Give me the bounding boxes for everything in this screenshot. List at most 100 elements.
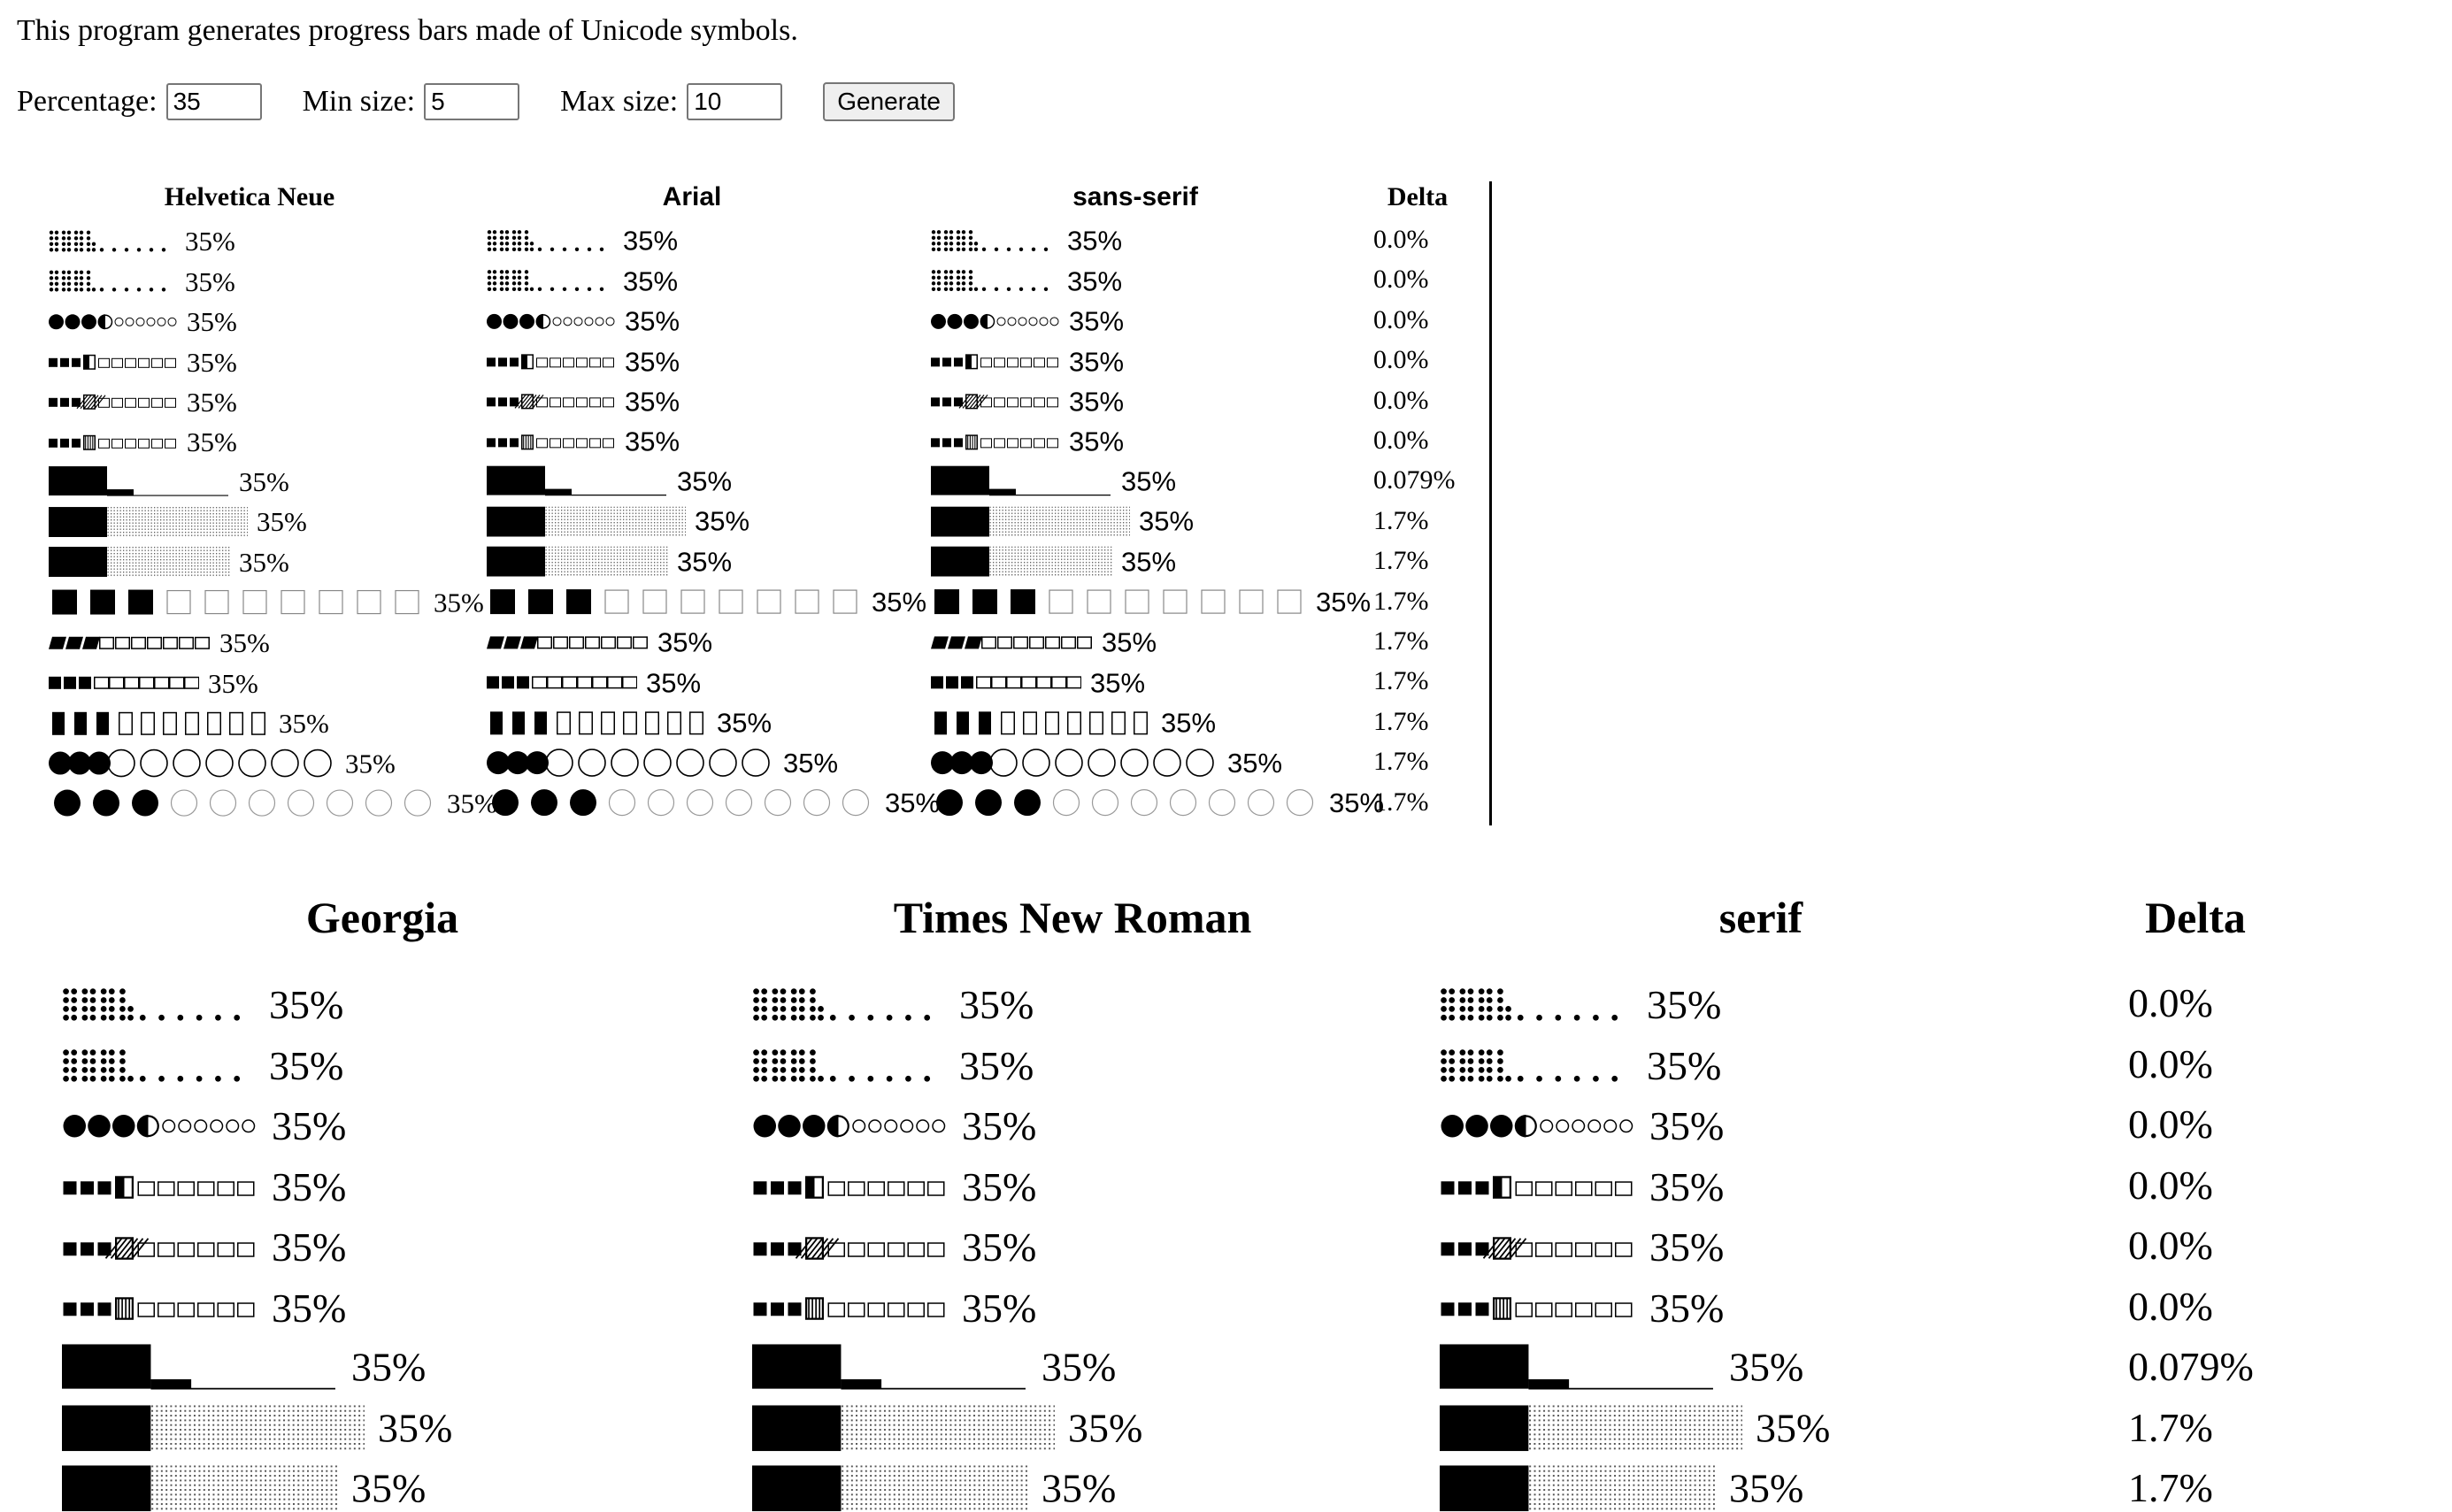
dot-circle-bar-icon: [49, 789, 438, 817]
percent-label: 35%: [677, 465, 733, 497]
delta-header: Delta: [1387, 182, 1449, 212]
percentage-label: Percentage:: [17, 85, 158, 118]
column-header: Helvetica Neue: [164, 182, 335, 212]
half-filled-square-bar-icon: [62, 1172, 258, 1201]
percent-label: 35%: [657, 626, 713, 658]
progress-bar-cell: 35%: [752, 1464, 1116, 1512]
percent-label: 35%: [351, 1465, 427, 1511]
percent-label: 35%: [1649, 1103, 1725, 1149]
progress-bar-cell: 35%: [487, 667, 701, 696]
vertical-hatched-square-bar-icon: [1440, 1293, 1636, 1323]
percent-label: 35%: [625, 426, 680, 457]
percent-label: 35%: [1647, 1042, 1722, 1088]
progress-bar-cell: 35%: [62, 981, 343, 1025]
progress-bar-cell: 35%: [487, 587, 926, 617]
progress-bar-cell: 35%: [49, 787, 497, 817]
progress-bar-cell: 35%: [487, 707, 772, 736]
progress-bar-cell: 35%: [49, 586, 484, 617]
delta-value: 1.7%: [1373, 706, 1429, 736]
progress-bar-cell: 35%: [931, 426, 1124, 456]
shaded-block-bar-icon: [487, 506, 686, 537]
vertical-hatched-square-bar-icon: [62, 1293, 258, 1323]
max-size-input[interactable]: [687, 83, 783, 120]
percent-label: 35%: [717, 707, 772, 739]
table-divider: [1489, 181, 1492, 825]
delta-value: 0.0%: [1373, 345, 1429, 375]
circle-bar-icon: [62, 1113, 258, 1140]
percent-label: 35%: [434, 587, 484, 618]
max-size-label: Max size:: [560, 85, 679, 118]
braille-dots-bar-icon: [487, 229, 614, 252]
circle-bar-icon: [49, 312, 178, 330]
vertical-hatched-square-bar-icon: [931, 432, 1060, 451]
percent-label: 35%: [959, 1042, 1034, 1088]
progress-bar-cell: 35%: [487, 787, 940, 817]
generate-button[interactable]: Generate: [823, 82, 955, 121]
shaded-block-bar-icon: [62, 1405, 365, 1452]
progress-bar-cell: 35%: [49, 385, 237, 416]
column-header: sans-serif: [1072, 182, 1198, 212]
progress-bar-cell: 35%: [931, 787, 1384, 817]
half-filled-square-bar-icon: [1440, 1172, 1636, 1201]
circle-bar-icon: [931, 312, 1060, 330]
half-filled-square-bar-icon: [49, 352, 178, 372]
percent-label: 35%: [1729, 1344, 1804, 1390]
percent-label: 35%: [185, 265, 235, 297]
braille-dots-bar-icon: [931, 270, 1058, 293]
percentage-input[interactable]: [165, 83, 262, 120]
percent-label: 35%: [269, 982, 344, 1028]
controls-form: Percentage: Min size: Max size: Generate: [17, 81, 955, 122]
braille-dots-bar-icon: [1440, 987, 1633, 1023]
delta-value: 0.0%: [2128, 980, 2213, 1025]
block-bar-icon: [49, 466, 230, 496]
large-square-bar-icon: [487, 588, 863, 617]
shaded-block-bar-icon: [62, 1465, 338, 1512]
percent-label: 35%: [695, 505, 750, 537]
percent-label: 35%: [1067, 265, 1123, 297]
min-size-input[interactable]: [424, 83, 520, 120]
percent-label: 35%: [677, 546, 733, 578]
progress-bar-cell: 35%: [62, 1284, 346, 1328]
progress-bar-cell: 35%: [1440, 1163, 1724, 1207]
progress-bar-cell: 35%: [752, 1284, 1036, 1328]
progress-bar-cell: 35%: [62, 1464, 427, 1512]
vertical-hatched-square-bar-icon: [49, 433, 178, 452]
progress-bar-cell: 35%: [1440, 1343, 1803, 1390]
delta-value: 0.0%: [2128, 1101, 2213, 1147]
percent-label: 35%: [272, 1103, 347, 1149]
percent-label: 35%: [1069, 345, 1125, 377]
shaded-block-bar-icon: [752, 1405, 1055, 1452]
tall-rectangle-bar-icon: [49, 710, 270, 736]
braille-dots-bar-icon: [49, 230, 176, 253]
progress-bar-cell: 35%: [49, 707, 329, 737]
hatched-square-bar-icon: [62, 1233, 258, 1263]
percent-label: 35%: [447, 787, 497, 819]
progress-bar-cell: 35%: [62, 1343, 426, 1390]
percent-label: 35%: [1649, 1163, 1725, 1209]
percent-label: 35%: [239, 465, 289, 497]
percent-label: 35%: [1121, 546, 1177, 578]
intro-text: This program generates progress bars mad…: [17, 14, 798, 47]
delta-value: 1.7%: [1373, 666, 1429, 696]
progress-bar-cell: 35%: [752, 1404, 1142, 1452]
progress-bar-cell: 35%: [752, 981, 1034, 1025]
delta-value: 1.7%: [1373, 505, 1429, 535]
braille-dots-bar-icon: [62, 987, 256, 1023]
half-filled-square-bar-icon: [487, 351, 616, 371]
percent-label: 35%: [272, 1285, 347, 1331]
progress-bar-cell: 35%: [752, 1343, 1116, 1390]
block-bar-icon: [931, 465, 1112, 496]
shaded-block-bar-icon: [1440, 1465, 1716, 1512]
shaded-block-bar-icon: [752, 1465, 1028, 1512]
large-square-bar-icon: [49, 588, 425, 617]
progress-bar-cell: 35%: [931, 505, 1194, 537]
percent-label: 35%: [269, 1042, 344, 1088]
delta-value: 1.7%: [1373, 586, 1429, 616]
delta-value: 0.0%: [1373, 426, 1429, 455]
shaded-block-bar-icon: [931, 546, 1112, 577]
braille-dots-bar-icon: [487, 270, 614, 293]
hatched-square-bar-icon: [752, 1233, 949, 1263]
progress-bar-cell: 35%: [62, 1041, 343, 1086]
delta-value: 0.079%: [1373, 465, 1456, 495]
parallelogram-bar-icon: [487, 633, 649, 652]
